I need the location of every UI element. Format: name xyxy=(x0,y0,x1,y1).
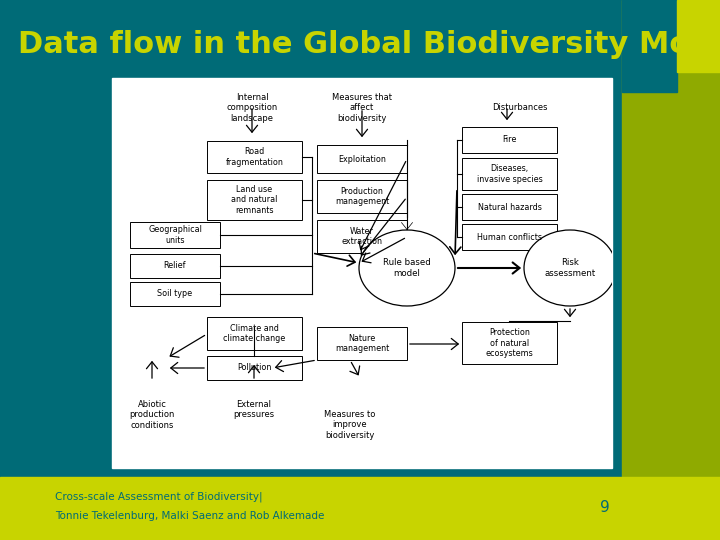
Text: External
pressures: External pressures xyxy=(233,400,274,420)
Text: Measures that
affect
biodiversity: Measures that affect biodiversity xyxy=(332,93,392,123)
Bar xyxy=(677,0,720,72)
Text: Exploitation: Exploitation xyxy=(338,154,386,164)
Text: Water
extraction: Water extraction xyxy=(341,227,382,246)
Bar xyxy=(317,180,407,213)
Text: Soil type: Soil type xyxy=(158,289,192,299)
Bar xyxy=(622,0,720,540)
Bar xyxy=(14,488,44,530)
Text: Tonnie Tekelenburg, Malki Saenz and Rob Alkemade: Tonnie Tekelenburg, Malki Saenz and Rob … xyxy=(55,511,325,521)
Bar xyxy=(462,158,557,190)
Bar xyxy=(130,222,220,248)
Text: Cross-scale Assessment of Biodiversity|: Cross-scale Assessment of Biodiversity| xyxy=(55,492,263,502)
Bar xyxy=(207,141,302,173)
Bar xyxy=(462,194,557,220)
Text: Rule based
model: Rule based model xyxy=(383,258,431,278)
Text: Abiotic
production
conditions: Abiotic production conditions xyxy=(130,400,175,430)
Bar xyxy=(112,78,612,468)
Bar xyxy=(317,220,407,253)
Bar xyxy=(317,145,407,173)
Bar xyxy=(130,254,220,278)
Bar xyxy=(0,477,720,540)
Text: Road
fragmentation: Road fragmentation xyxy=(225,147,284,166)
Text: Geographical
units: Geographical units xyxy=(148,226,202,245)
Text: 9: 9 xyxy=(600,501,610,516)
Bar xyxy=(207,180,302,220)
Text: Human conflicts: Human conflicts xyxy=(477,233,542,241)
Text: Measures to
improve
biodiversity: Measures to improve biodiversity xyxy=(324,410,376,440)
Text: Diseases,
invasive species: Diseases, invasive species xyxy=(477,165,542,184)
Bar xyxy=(462,322,557,364)
Text: Disturbances: Disturbances xyxy=(492,103,547,112)
Bar xyxy=(207,356,302,380)
Text: Protection
of natural
ecosystems: Protection of natural ecosystems xyxy=(485,328,534,357)
Bar xyxy=(622,0,677,92)
Text: Data flow in the Global Biodiversity Model: Data flow in the Global Biodiversity Mod… xyxy=(18,30,720,59)
Text: Internal
composition
landscape: Internal composition landscape xyxy=(226,93,278,123)
Text: Relief: Relief xyxy=(163,261,186,271)
Text: Natural hazards: Natural hazards xyxy=(477,202,541,212)
Text: Risk
assessment: Risk assessment xyxy=(544,258,595,278)
Bar xyxy=(462,127,557,153)
Ellipse shape xyxy=(359,230,455,306)
Bar xyxy=(130,282,220,306)
Bar xyxy=(207,317,302,350)
Text: Production
management: Production management xyxy=(335,187,389,206)
Text: Fire: Fire xyxy=(503,136,517,145)
Ellipse shape xyxy=(524,230,616,306)
Bar xyxy=(462,224,557,250)
Text: Nature
management: Nature management xyxy=(335,334,389,353)
Text: Land use
and natural
remnants: Land use and natural remnants xyxy=(231,185,278,214)
Bar xyxy=(317,327,407,360)
Text: Climate and
climate change: Climate and climate change xyxy=(223,324,286,343)
Text: Pollution: Pollution xyxy=(238,363,271,373)
